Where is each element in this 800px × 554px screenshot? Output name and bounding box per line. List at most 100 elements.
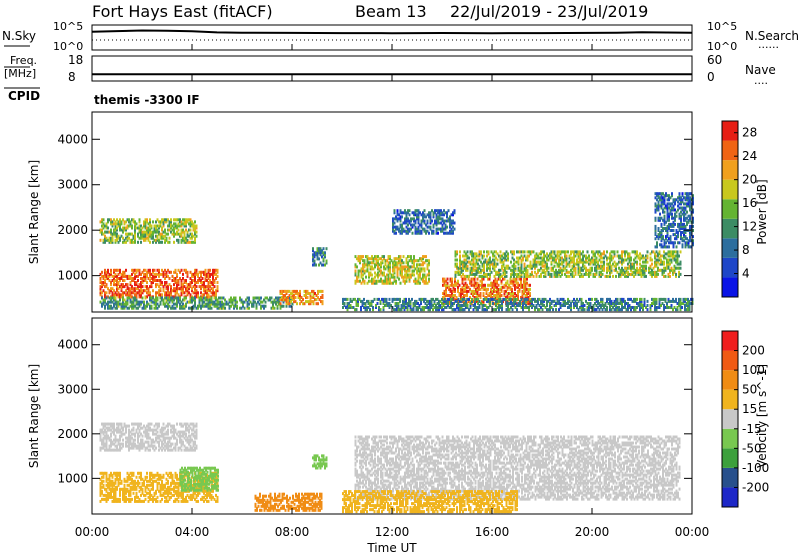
heatmap-cell: [462, 254, 464, 258]
heatmap-cell: [382, 308, 385, 312]
heatmap-cell: [486, 274, 488, 278]
heatmap-cell: [538, 252, 541, 256]
heatmap-cell: [101, 281, 103, 284]
heatmap-cell: [580, 299, 583, 303]
heatmap-cell: [675, 272, 677, 276]
heatmap-cell: [544, 260, 547, 264]
heatmap-cell: [588, 304, 590, 307]
heatmap-cell: [146, 226, 148, 230]
heatmap-cell: [197, 279, 199, 282]
heatmap-cell: [466, 274, 469, 278]
heatmap-cell: [138, 295, 141, 299]
heatmap-cell: [158, 226, 160, 230]
heatmap-cell: [297, 292, 300, 295]
heatmap-cell: [135, 302, 138, 306]
heatmap-cell: [567, 250, 569, 254]
heatmap-cell: [290, 292, 292, 295]
heatmap-cell: [558, 250, 560, 254]
heatmap-cell: [195, 281, 198, 284]
heatmap-cell: [643, 264, 646, 268]
heatmap-cell: [612, 262, 614, 266]
heatmap-cell: [656, 198, 658, 202]
heatmap-cell: [454, 294, 456, 297]
heatmap-cell: [556, 254, 559, 258]
heatmap-cell: [537, 270, 539, 274]
heatmap-cell: [427, 306, 430, 309]
heatmap-cell: [595, 299, 598, 303]
heatmap-cell: [355, 308, 358, 312]
heatmap-cell: [676, 262, 679, 266]
heatmap-cell: [146, 281, 148, 284]
heatmap-cell: [152, 296, 154, 300]
heatmap-cell: [411, 225, 414, 229]
heatmap-cell: [170, 226, 172, 230]
heatmap-cell: [600, 256, 602, 260]
heatmap-cell: [261, 304, 264, 308]
heatmap-cell: [143, 304, 145, 308]
heatmap-cell: [189, 232, 192, 236]
heatmap-cell: [454, 281, 456, 285]
heatmap-cell: [474, 304, 476, 307]
heatmap-cell: [477, 254, 479, 258]
heatmap-cell: [580, 252, 583, 256]
heatmap-cell: [417, 269, 420, 273]
heatmap-cell: [684, 224, 687, 228]
heatmap-cell: [625, 250, 628, 254]
heatmap-cell: [212, 287, 214, 291]
heatmap-cell: [619, 302, 622, 305]
heatmap-cell: [393, 209, 396, 213]
heatmap-cell: [152, 236, 154, 240]
heatmap-cell: [194, 224, 196, 228]
heatmap-cell: [663, 241, 666, 245]
heatmap-cell: [565, 264, 568, 268]
heatmap-cell: [461, 281, 464, 285]
heatmap-cell: [404, 269, 406, 273]
heatmap-cell: [228, 300, 231, 304]
heatmap-cell: [415, 308, 418, 312]
heatmap-cell: [266, 296, 268, 300]
heatmap-cell: [478, 250, 481, 254]
heatmap-cell: [482, 294, 485, 297]
heatmap-cell: [380, 257, 382, 261]
heatmap-cell: [357, 304, 359, 307]
heatmap-cell: [503, 292, 506, 295]
heatmap-cell: [393, 275, 396, 279]
heatmap-cell: [110, 218, 112, 222]
heatmap-cell: [212, 291, 214, 295]
heatmap-cell: [677, 200, 679, 204]
heatmap-cell: [649, 258, 652, 262]
heatmap-cell: [413, 255, 415, 259]
heatmap-cell: [589, 304, 592, 307]
heatmap-cell: [395, 279, 397, 283]
heatmap-cell: [521, 285, 524, 289]
heatmap-cell: [517, 281, 519, 285]
heatmap-cell: [588, 254, 590, 258]
heatmap-cell: [678, 262, 680, 266]
heatmap-cell: [657, 260, 659, 264]
heatmap-cell: [668, 202, 670, 206]
heatmap-cell: [371, 255, 373, 259]
heatmap-cell: [661, 302, 664, 305]
heatmap-cell: [104, 306, 106, 310]
heatmap-cell: [107, 230, 109, 234]
heatmap-cell: [483, 264, 485, 268]
heatmap-cell: [559, 258, 562, 262]
heatmap-cell: [363, 265, 366, 269]
heatmap-cell: [122, 298, 124, 302]
heatmap-cell: [687, 241, 690, 245]
heatmap-cell: [523, 262, 526, 266]
heatmap-cell: [416, 263, 418, 267]
heatmap-cell: [177, 224, 180, 228]
heatmap-cell: [541, 270, 544, 274]
heatmap-cell: [604, 254, 607, 258]
heatmap-cell: [416, 269, 418, 273]
heatmap-cell: [582, 250, 584, 254]
heatmap-cell: [390, 273, 393, 277]
heatmap-cell: [529, 272, 532, 276]
heatmap-cell: [113, 293, 115, 297]
heatmap-cell: [156, 218, 159, 222]
heatmap-cell: [446, 283, 449, 287]
heatmap-cell: [150, 283, 153, 287]
heatmap-cell: [524, 289, 527, 293]
heatmap-cell: [675, 250, 677, 254]
